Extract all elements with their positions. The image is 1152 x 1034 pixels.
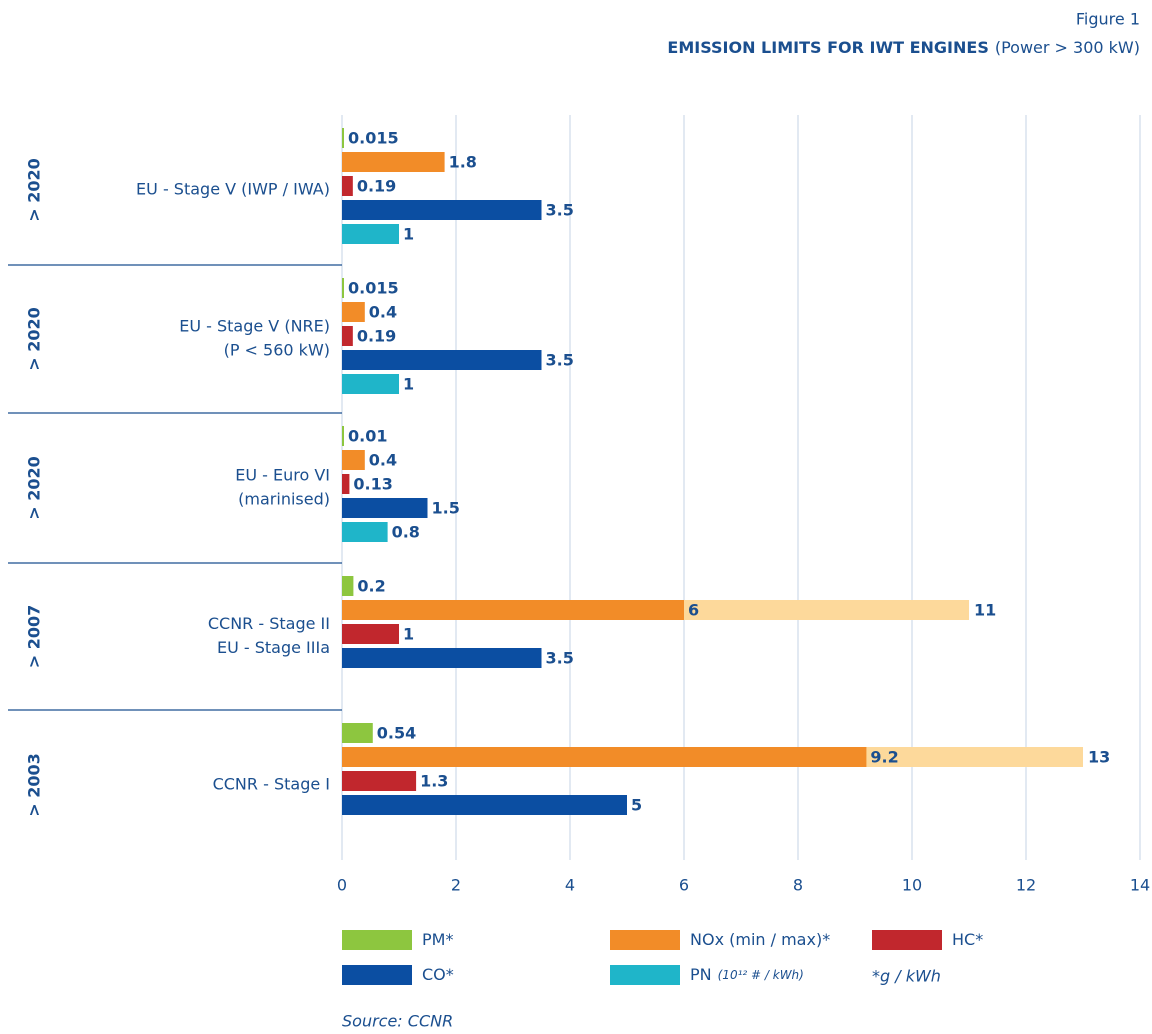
bar [342, 326, 353, 346]
value-label: 0.4 [369, 303, 397, 322]
group-year: > 2007 [25, 605, 44, 669]
value-label: 1.8 [449, 153, 477, 172]
unit-note: *g / kWh [872, 967, 941, 986]
legend-swatch [342, 965, 412, 985]
bar [342, 624, 399, 644]
bar [342, 576, 354, 596]
bar [342, 374, 399, 394]
category-label: EU - Stage V (NRE) [179, 317, 330, 336]
value-label: 0.13 [353, 475, 392, 494]
bar [342, 426, 344, 446]
x-tick-label: 4 [565, 876, 575, 895]
x-tick-label: 10 [902, 876, 922, 895]
bar [342, 648, 542, 668]
value-label: 9.2 [870, 748, 898, 767]
value-label: 0.015 [348, 129, 399, 148]
value-label: 0.015 [348, 279, 399, 298]
legend-swatch [610, 930, 680, 950]
value-label: 0.54 [377, 724, 416, 743]
bar [342, 200, 542, 220]
bar [342, 302, 365, 322]
bar [342, 224, 399, 244]
legend-unit: (10¹² # / kWh) [718, 968, 804, 982]
value-label: 3.5 [546, 351, 574, 370]
category-label: (marinised) [238, 490, 330, 509]
chart-subtitle: (Power > 300 kW) [995, 38, 1140, 57]
bar [342, 176, 353, 196]
legend-label: NOx (min / max)* [690, 930, 830, 949]
x-tick-label: 8 [793, 876, 803, 895]
chart-title: EMISSION LIMITS FOR IWT ENGINES [667, 38, 988, 57]
value-label: 0.8 [392, 523, 420, 542]
value-label: 6 [688, 601, 699, 620]
x-tick-label: 14 [1130, 876, 1150, 895]
legend-name: PM* [422, 930, 453, 949]
legend-swatch [342, 930, 412, 950]
bar [342, 522, 388, 542]
value-label: 0.01 [348, 427, 387, 446]
category-label: CCNR - Stage II [208, 614, 330, 633]
category-label: EU - Stage V (IWP / IWA) [136, 180, 330, 199]
value-label: 11 [974, 601, 996, 620]
group-year: > 2020 [25, 456, 44, 520]
bar [342, 450, 365, 470]
legend-label: PM* [422, 930, 453, 949]
value-label: 5 [631, 796, 642, 815]
bar [342, 498, 428, 518]
legend-label: CO* [422, 965, 454, 984]
title-line: EMISSION LIMITS FOR IWT ENGINES (Power > … [667, 38, 1140, 57]
value-label: 1 [403, 625, 414, 644]
value-label: 1.5 [432, 499, 460, 518]
bar [342, 747, 867, 767]
value-label: 3.5 [546, 201, 574, 220]
value-label: 0.19 [357, 327, 396, 346]
bar [342, 600, 684, 620]
category-label: EU - Euro VI [235, 466, 330, 485]
value-label: 3.5 [546, 649, 574, 668]
value-label: 1 [403, 225, 414, 244]
category-label: CCNR - Stage I [213, 775, 330, 794]
x-tick-label: 6 [679, 876, 689, 895]
value-label: 1.3 [420, 772, 448, 791]
legend-label: HC* [952, 930, 983, 949]
bar [342, 723, 373, 743]
value-label: 13 [1088, 748, 1110, 767]
x-tick-label: 12 [1016, 876, 1036, 895]
figure-label: Figure 1 [1076, 10, 1140, 29]
x-tick-label: 0 [337, 876, 347, 895]
legend-label: PN (10¹² # / kWh) [690, 965, 804, 984]
legend-name: PN [690, 965, 712, 984]
legend-name: HC* [952, 930, 983, 949]
category-label: (P < 560 kW) [224, 341, 330, 360]
value-label: 0.4 [369, 451, 397, 470]
x-tick-label: 2 [451, 876, 461, 895]
value-label: 0.2 [357, 577, 385, 596]
bar [342, 771, 417, 791]
group-year: > 2020 [25, 307, 44, 371]
bar [342, 278, 344, 298]
group-year: > 2003 [25, 753, 44, 817]
bar [342, 474, 350, 494]
value-label: 1 [403, 375, 414, 394]
bar [342, 350, 542, 370]
bar [342, 128, 344, 148]
legend-swatch [872, 930, 942, 950]
category-label: EU - Stage IIIa [217, 638, 330, 657]
legend-name: CO* [422, 965, 454, 984]
source: Source: CCNR [342, 1012, 453, 1031]
value-label: 0.19 [357, 177, 396, 196]
legend-swatch [610, 965, 680, 985]
group-year: > 2020 [25, 158, 44, 222]
legend-name: NOx (min / max)* [690, 930, 830, 949]
bar [342, 795, 627, 815]
bar [342, 152, 445, 172]
